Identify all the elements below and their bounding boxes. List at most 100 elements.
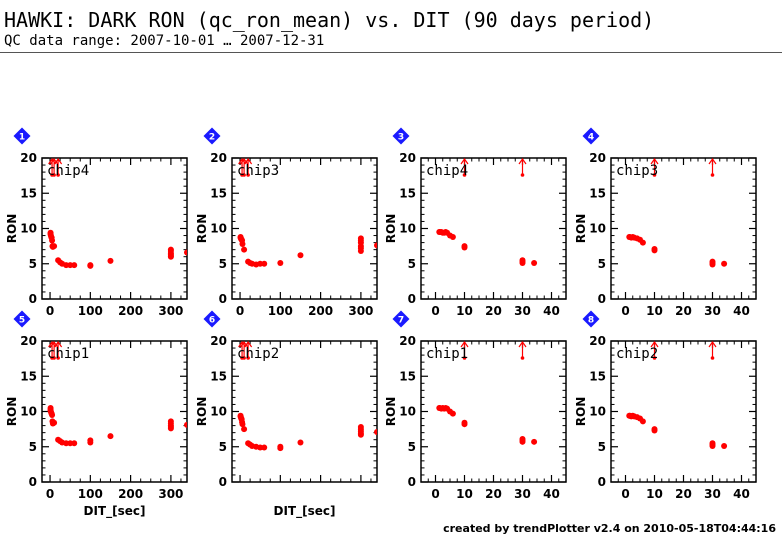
chart-panel-7: 7 0 5 10 15 20 0 10 20 30 40 RON chip1 xyxy=(384,310,567,501)
x-axis-label: DIT_[sec] xyxy=(84,504,146,519)
panel-number: 7 xyxy=(398,316,404,326)
data-points xyxy=(47,341,187,447)
out-of-range-arrowhead xyxy=(708,341,717,348)
out-of-range-point xyxy=(710,173,715,177)
y-tick-label: 15 xyxy=(399,369,416,383)
out-of-range-arrowhead xyxy=(244,341,253,348)
x-tick-label: 30 xyxy=(704,304,721,318)
y-tick-label: 20 xyxy=(589,334,606,348)
data-point xyxy=(357,431,364,438)
plot-frame xyxy=(231,157,378,300)
out-of-range-arrowhead xyxy=(518,158,527,165)
y-tick-label: 10 xyxy=(210,405,227,419)
y-tick-label: 0 xyxy=(219,475,227,489)
data-point xyxy=(277,260,284,267)
x-tick-label: 0 xyxy=(236,304,244,318)
data-point xyxy=(461,421,468,428)
data-point xyxy=(374,242,377,249)
data-points xyxy=(436,158,538,267)
y-tick-label: 5 xyxy=(598,257,606,271)
panel-label: chip3 xyxy=(616,163,658,179)
y-tick-label: 0 xyxy=(29,292,37,306)
data-point xyxy=(519,260,526,267)
data-points xyxy=(237,158,377,268)
data-point xyxy=(357,248,364,255)
data-point xyxy=(639,418,646,425)
out-of-range-point xyxy=(520,356,525,360)
y-tick-label: 5 xyxy=(219,440,227,454)
data-point xyxy=(721,443,728,450)
y-tick-label: 10 xyxy=(589,222,606,236)
data-point xyxy=(71,440,78,447)
data-point xyxy=(241,426,248,433)
data-points xyxy=(47,158,187,269)
x-axis-label: DIT_[sec] xyxy=(274,504,336,519)
x-tick-label: 40 xyxy=(733,487,750,501)
data-point xyxy=(461,244,468,251)
data-point xyxy=(531,260,538,267)
plot-frame xyxy=(231,340,378,483)
y-tick-label: 15 xyxy=(210,186,227,200)
x-tick-label: 0 xyxy=(431,304,439,318)
out-of-range-arrowhead xyxy=(460,158,469,165)
x-tick-label: 10 xyxy=(646,304,663,318)
panel-label: chip2 xyxy=(237,346,279,362)
data-points xyxy=(626,341,728,450)
y-tick-label: 20 xyxy=(399,334,416,348)
y-tick-label: 0 xyxy=(219,292,227,306)
panel-number-badge xyxy=(392,310,410,328)
panel-number: 3 xyxy=(398,133,404,143)
data-point xyxy=(709,443,716,450)
y-tick-label: 0 xyxy=(408,292,416,306)
y-tick-label: 10 xyxy=(399,222,416,236)
x-tick-label: 20 xyxy=(675,487,692,501)
data-point xyxy=(449,233,456,240)
x-tick-label: 10 xyxy=(646,487,663,501)
data-point xyxy=(71,262,78,269)
x-tick-label: 200 xyxy=(118,304,143,318)
data-points xyxy=(626,158,728,268)
panel-number: 4 xyxy=(588,133,594,143)
data-range-subtitle: QC data range: 2007-10-01 … 2007-12-31 xyxy=(4,33,325,49)
y-tick-label: 10 xyxy=(20,222,37,236)
x-tick-label: 30 xyxy=(514,487,531,501)
data-point xyxy=(167,425,174,432)
data-point xyxy=(167,253,174,260)
out-of-range-point xyxy=(242,173,246,177)
panel-label: chip4 xyxy=(47,163,89,179)
data-point xyxy=(277,445,284,452)
out-of-range-arrowhead xyxy=(460,341,469,348)
out-of-range-point xyxy=(52,173,56,177)
x-tick-label: 30 xyxy=(704,487,721,501)
data-point xyxy=(651,247,658,254)
panel-number-badge xyxy=(203,127,221,145)
panel-number: 8 xyxy=(588,316,594,326)
out-of-range-arrowhead xyxy=(54,158,63,165)
data-point xyxy=(239,241,246,248)
panel-label: chip4 xyxy=(426,163,468,179)
y-axis-label: RON xyxy=(5,397,19,426)
x-tick-label: 0 xyxy=(46,304,54,318)
x-tick-label: 30 xyxy=(514,304,531,318)
page-title: HAWKI: DARK RON (qc_ron_mean) vs. DIT (9… xyxy=(4,8,655,32)
out-of-range-arrowhead xyxy=(708,158,717,165)
x-tick-label: 20 xyxy=(485,487,502,501)
data-point xyxy=(709,261,716,268)
out-of-range-point xyxy=(242,356,246,360)
y-tick-label: 15 xyxy=(589,186,606,200)
data-point xyxy=(107,433,114,440)
panel-number: 2 xyxy=(209,133,215,143)
panel-number: 1 xyxy=(19,133,25,143)
y-tick-label: 15 xyxy=(589,369,606,383)
plot-frame xyxy=(610,157,757,300)
y-tick-label: 5 xyxy=(29,257,37,271)
data-point xyxy=(107,257,114,264)
y-axis-label: RON xyxy=(195,214,209,243)
data-point xyxy=(87,439,94,446)
x-tick-label: 20 xyxy=(485,304,502,318)
out-of-range-point xyxy=(52,356,56,360)
panel-number: 6 xyxy=(209,316,215,326)
y-tick-label: 15 xyxy=(399,186,416,200)
